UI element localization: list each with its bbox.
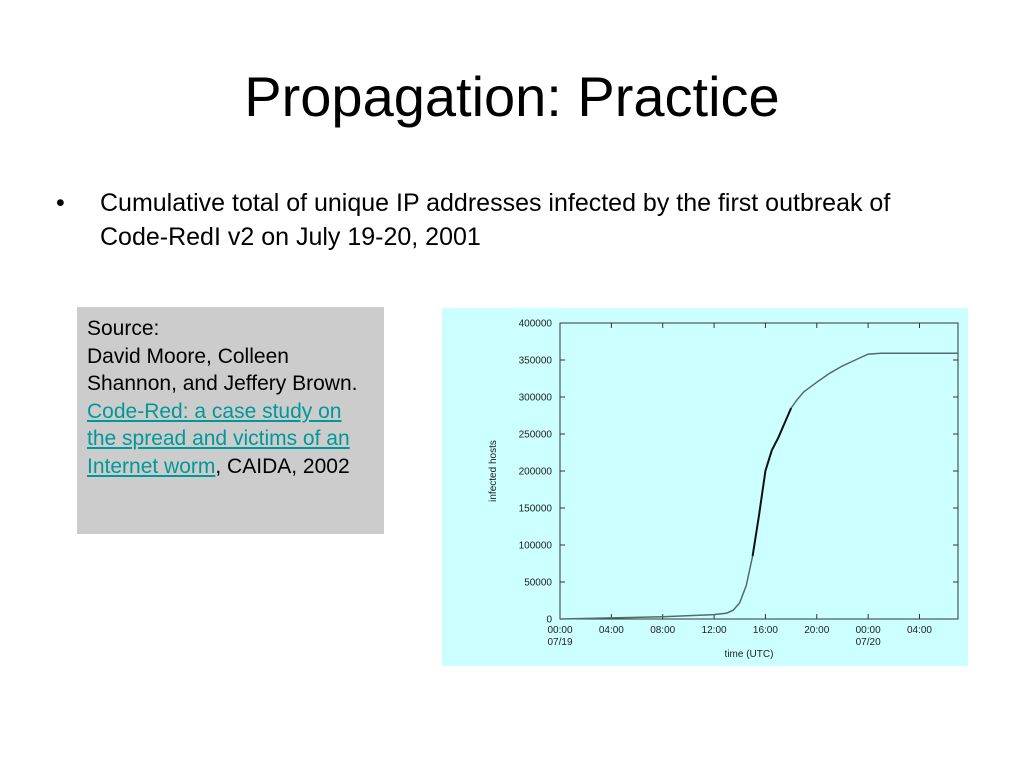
y-tick-label: 250000 (519, 430, 553, 441)
y-tick-label: 300000 (519, 393, 553, 404)
plot-frame (559, 322, 959, 620)
source-suffix: , CAIDA, 2002 (215, 454, 350, 478)
series-line-dense (751, 450, 773, 557)
chart-panel: 0 50000 100000 150000 200000 250000 300000 3500… (442, 308, 968, 666)
x-tick-label: 16:00 (753, 625, 778, 636)
bullet-text: Cumulative total of unique IP addresses … (100, 189, 891, 251)
x-tick-label: 08:00 (650, 625, 675, 636)
x-tick-label: 20:00 (804, 625, 829, 636)
x-axis-label: time (UTC) (725, 649, 774, 660)
y-axis-label: infected hosts (488, 440, 499, 502)
y-tick-label: 100000 (519, 541, 553, 552)
source-box: Source: David Moore, Colleen Shannon, an… (77, 307, 384, 534)
y-tick-label: 200000 (519, 467, 553, 478)
x-tick-label: 04:00 (907, 625, 932, 636)
series-line-dense (770, 407, 793, 451)
x-tick-label: 04:00 (599, 625, 624, 636)
slide-title: Propagation: Practice (244, 65, 780, 128)
source-link[interactable]: Code-Red: a case study on the spread and… (87, 399, 350, 478)
x-tick-label: 12:00 (702, 625, 727, 636)
y-tick-label: 400000 (519, 319, 553, 330)
x-tick-sublabel: 07/19 (547, 637, 572, 648)
y-tick-label: 0 (546, 615, 552, 626)
y-tick-label: 150000 (519, 504, 553, 515)
x-tick-label: 00:00 (856, 625, 881, 636)
x-tick-label: 00:00 (547, 625, 572, 636)
series-line (559, 352, 958, 620)
x-tick-sublabel: 07/20 (856, 637, 881, 648)
source-authors: David Moore, Colleen Shannon, and Jeffer… (87, 344, 358, 396)
bullet-item: • Cumulative total of unique IP addresse… (56, 186, 896, 254)
source-label: Source: (87, 317, 160, 340)
y-tick-label: 350000 (519, 356, 553, 367)
infection-chart: 0 50000 100000 150000 200000 250000 300000 3500… (488, 319, 959, 660)
bullet-dot-icon: • (56, 189, 65, 217)
y-tick-label: 50000 (524, 578, 552, 589)
